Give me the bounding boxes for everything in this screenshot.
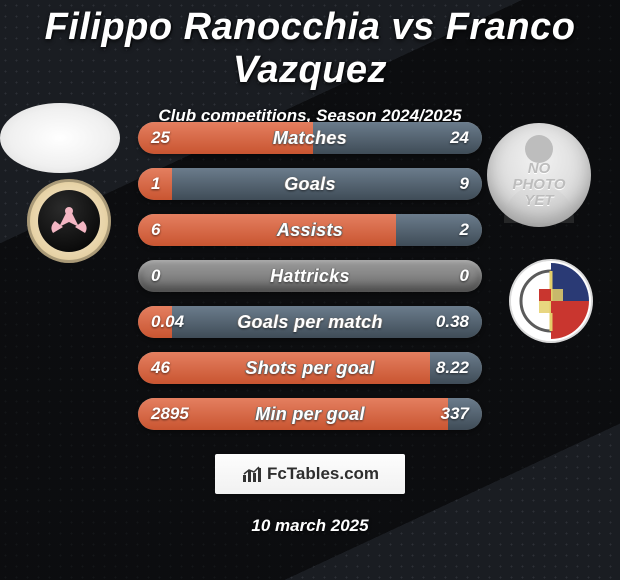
club-badge-left-inner (38, 190, 100, 252)
no-photo-3: YET (524, 192, 553, 209)
content: Filippo Ranocchia vs Franco Vazquez Club… (0, 0, 620, 580)
metric-name: Goals (138, 168, 482, 200)
eagle-icon (38, 190, 100, 252)
club-badge-right (509, 259, 593, 343)
metric-bar: 62Assists (138, 214, 482, 246)
player-left-avatar (0, 103, 120, 173)
metric-bar: 468.22Shots per goal (138, 352, 482, 384)
brand-label: FcTables.com (267, 464, 379, 484)
no-photo-label: NO PHOTO YET (487, 161, 591, 209)
metric-name: Goals per match (138, 306, 482, 338)
no-photo-2: PHOTO (512, 176, 565, 193)
metric-name: Matches (138, 122, 482, 154)
metric-bar: 19Goals (138, 168, 482, 200)
metric-name: Shots per goal (138, 352, 482, 384)
footer-brand-box: FcTables.com (215, 454, 405, 494)
date-label: 10 march 2025 (0, 516, 620, 536)
page-title: Filippo Ranocchia vs Franco Vazquez (0, 6, 620, 92)
metric-bars: 2524Matches 19Goals 62Assists 00Hattricks 0.… (138, 122, 482, 444)
placeholder-head-icon (525, 135, 553, 163)
metric-bar: 2524Matches (138, 122, 482, 154)
metric-name: Hattricks (138, 260, 482, 292)
metric-bar: 00Hattricks (138, 260, 482, 292)
club-badge-left (27, 179, 111, 263)
metric-bar: 0.040.38Goals per match (138, 306, 482, 338)
metric-name: Min per goal (138, 398, 482, 430)
player-right-avatar: NO PHOTO YET (487, 123, 591, 227)
metric-bar: 2895337Min per goal (138, 398, 482, 430)
metric-name: Assists (138, 214, 482, 246)
no-photo-1: NO (528, 160, 551, 177)
chart-icon (241, 463, 263, 485)
